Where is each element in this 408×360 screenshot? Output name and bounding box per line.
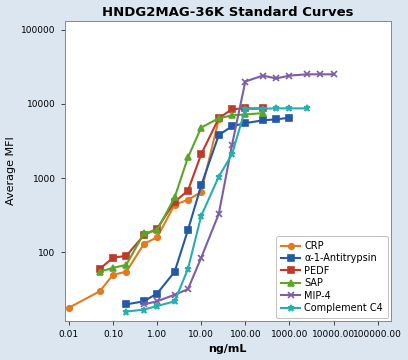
SAP [155, 228, 160, 232]
MIP-4 [142, 302, 146, 306]
SAP [172, 195, 177, 199]
α-1-Antitrypsin [142, 299, 146, 303]
MIP-4 [304, 72, 309, 76]
α-1-Antitrypsin [124, 302, 129, 306]
MIP-4 [287, 73, 292, 78]
PEDF [111, 256, 115, 260]
CRP [216, 117, 221, 121]
Line: α-1-Antitrypsin: α-1-Antitrypsin [124, 115, 292, 307]
SAP [97, 270, 102, 274]
Complement C4 [172, 299, 177, 303]
MIP-4 [199, 256, 204, 260]
Line: CRP: CRP [66, 117, 222, 311]
SAP [124, 263, 129, 267]
CRP [172, 202, 177, 207]
CRP [155, 235, 160, 239]
PEDF [186, 188, 191, 193]
Complement C4 [186, 267, 191, 271]
CRP [67, 306, 71, 310]
α-1-Antitrypsin [230, 124, 235, 129]
MIP-4 [216, 212, 221, 216]
PEDF [230, 107, 235, 111]
Complement C4 [199, 214, 204, 218]
Title: HNDG2MAG-36K Standard Curves: HNDG2MAG-36K Standard Curves [102, 5, 353, 19]
PEDF [142, 233, 146, 238]
Line: PEDF: PEDF [97, 105, 266, 272]
SAP [111, 266, 115, 270]
MIP-4 [318, 72, 323, 76]
SAP [186, 155, 191, 159]
α-1-Antitrypsin [274, 117, 279, 121]
α-1-Antitrypsin [155, 291, 160, 296]
Line: SAP: SAP [97, 111, 266, 275]
PEDF [124, 254, 129, 258]
Complement C4 [260, 107, 265, 111]
PEDF [199, 152, 204, 156]
PEDF [155, 226, 160, 231]
Line: Complement C4: Complement C4 [123, 105, 310, 315]
α-1-Antitrypsin [243, 121, 248, 125]
PEDF [260, 106, 265, 111]
SAP [243, 112, 248, 117]
CRP [124, 270, 129, 274]
PEDF [97, 267, 102, 271]
Legend: CRP, α-1-Antitrypsin, PEDF, SAP, MIP-4, Complement C4: CRP, α-1-Antitrypsin, PEDF, SAP, MIP-4, … [276, 236, 388, 318]
α-1-Antitrypsin [260, 118, 265, 122]
MIP-4 [172, 293, 177, 297]
Complement C4 [124, 309, 129, 314]
Complement C4 [287, 106, 292, 111]
Complement C4 [142, 307, 146, 312]
MIP-4 [260, 73, 265, 78]
α-1-Antitrypsin [172, 270, 177, 274]
X-axis label: ng/mL: ng/mL [208, 345, 247, 355]
Line: MIP-4: MIP-4 [140, 71, 337, 308]
MIP-4 [155, 299, 160, 303]
Complement C4 [230, 152, 235, 156]
PEDF [172, 200, 177, 204]
MIP-4 [230, 143, 235, 147]
Complement C4 [243, 107, 248, 111]
SAP [142, 231, 146, 236]
CRP [111, 273, 115, 277]
MIP-4 [331, 72, 336, 76]
PEDF [243, 106, 248, 111]
α-1-Antitrypsin [216, 133, 221, 137]
PEDF [216, 116, 221, 121]
Complement C4 [216, 175, 221, 179]
CRP [186, 198, 191, 202]
MIP-4 [274, 76, 279, 81]
SAP [230, 113, 235, 117]
α-1-Antitrypsin [287, 116, 292, 120]
SAP [199, 125, 204, 130]
CRP [142, 242, 146, 246]
Complement C4 [155, 304, 160, 308]
SAP [216, 116, 221, 121]
CRP [199, 190, 204, 194]
MIP-4 [243, 79, 248, 84]
MIP-4 [186, 287, 191, 291]
CRP [97, 289, 102, 293]
Complement C4 [274, 106, 279, 111]
Complement C4 [304, 106, 309, 111]
Y-axis label: Average MFI: Average MFI [6, 136, 16, 205]
α-1-Antitrypsin [186, 228, 191, 232]
SAP [260, 111, 265, 115]
α-1-Antitrypsin [199, 183, 204, 188]
